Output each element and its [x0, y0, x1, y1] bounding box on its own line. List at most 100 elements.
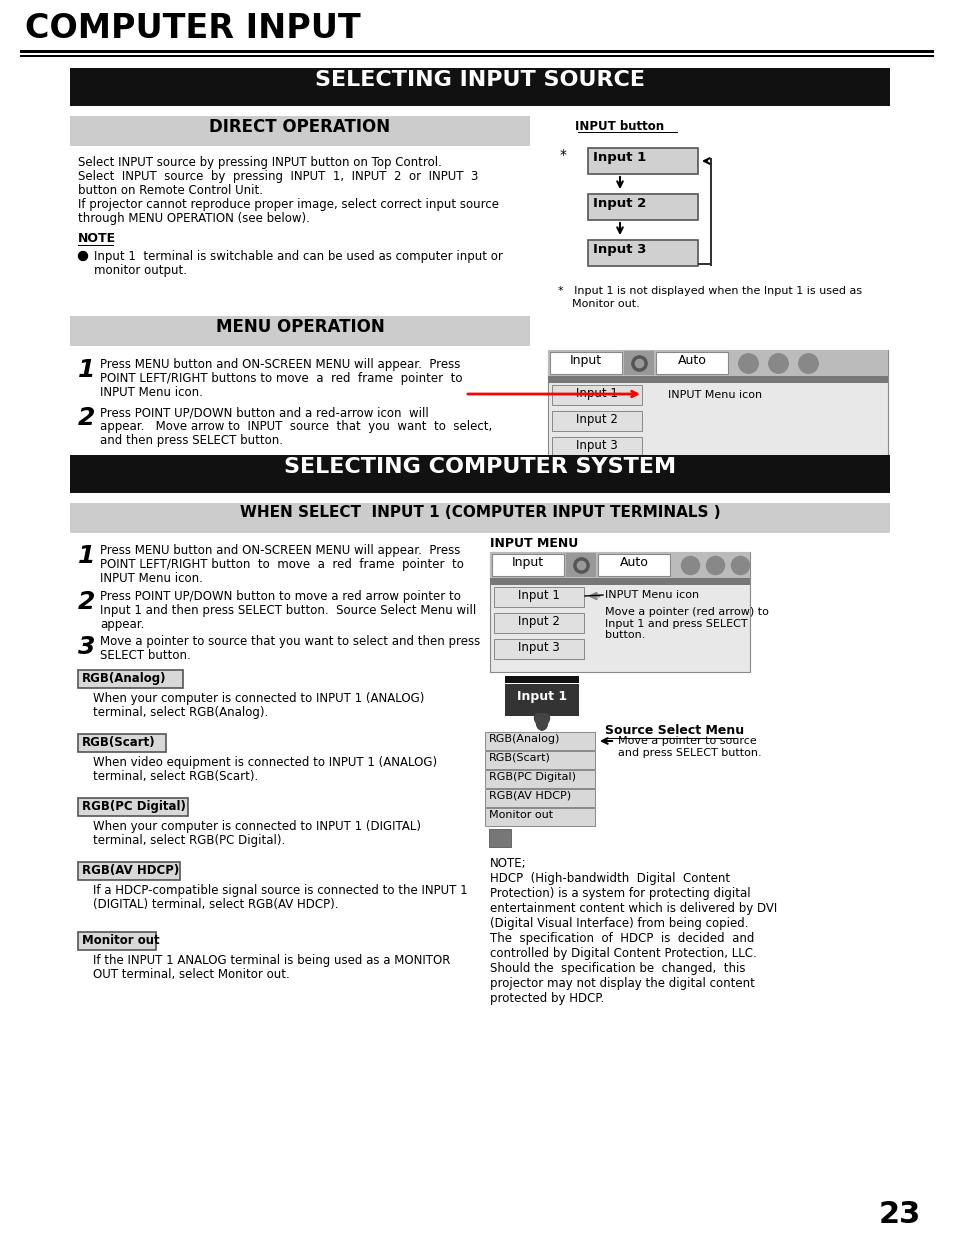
- Text: Monitor out.: Monitor out.: [558, 299, 639, 309]
- Text: HDCP  (High-bandwidth  Digital  Content
Protection) is a system for protecting d: HDCP (High-bandwidth Digital Content Pro…: [490, 872, 777, 1005]
- Text: Press POINT UP/DOWN button and a red-arrow icon  will: Press POINT UP/DOWN button and a red-arr…: [100, 406, 428, 419]
- Text: Input 1: Input 1: [576, 387, 618, 400]
- Text: RGB(Scart): RGB(Scart): [82, 736, 155, 748]
- Text: INPUT button: INPUT button: [575, 120, 664, 133]
- Bar: [709, 158, 711, 266]
- Text: *: *: [559, 148, 566, 162]
- Text: Input: Input: [512, 556, 543, 569]
- Bar: [623, 351, 654, 375]
- Bar: [78, 932, 156, 950]
- Text: Input: Input: [569, 354, 601, 367]
- Text: Move a pointer to source
and press SELECT button.: Move a pointer to source and press SELEC…: [618, 736, 760, 757]
- Text: 3: 3: [78, 635, 95, 659]
- Text: appear.   Move arrow to  INPUT  source  that  you  want  to  select,: appear. Move arrow to INPUT source that …: [100, 420, 492, 433]
- Text: Input 1  terminal is switchable and can be used as computer input or: Input 1 terminal is switchable and can b…: [94, 249, 502, 263]
- Text: COMPUTER INPUT: COMPUTER INPUT: [25, 12, 360, 44]
- Text: monitor output.: monitor output.: [94, 264, 187, 277]
- Text: 1: 1: [78, 358, 95, 382]
- Text: and then press SELECT button.: and then press SELECT button.: [100, 433, 283, 447]
- Bar: [490, 552, 749, 672]
- Text: INPUT Menu icon: INPUT Menu icon: [667, 390, 761, 400]
- Text: SELECTING INPUT SOURCE: SELECTING INPUT SOURCE: [314, 70, 644, 90]
- Text: NOTE;: NOTE;: [490, 857, 526, 869]
- Text: INPUT Menu icon: INPUT Menu icon: [604, 590, 699, 600]
- Bar: [484, 789, 595, 806]
- Text: button on Remote Control Unit.: button on Remote Control Unit.: [78, 184, 263, 198]
- Text: If the INPUT 1 ANALOG terminal is being used as a MONITOR: If the INPUT 1 ANALOG terminal is being …: [92, 953, 450, 967]
- Text: INPUT Menu icon.: INPUT Menu icon.: [100, 387, 203, 399]
- Bar: [490, 552, 749, 578]
- Bar: [78, 671, 183, 688]
- Bar: [552, 385, 641, 405]
- Text: Auto: Auto: [677, 354, 706, 367]
- Bar: [504, 676, 578, 683]
- Bar: [547, 375, 887, 383]
- Text: terminal, select RGB(PC Digital).: terminal, select RGB(PC Digital).: [92, 834, 285, 847]
- Text: SELECTING COMPUTER SYSTEM: SELECTING COMPUTER SYSTEM: [284, 457, 676, 477]
- Text: Input 2: Input 2: [593, 198, 646, 210]
- Text: Input 2: Input 2: [576, 412, 618, 426]
- Text: through MENU OPERATION (see below).: through MENU OPERATION (see below).: [78, 212, 310, 225]
- Text: terminal, select RGB(Scart).: terminal, select RGB(Scart).: [92, 769, 258, 783]
- Bar: [547, 350, 887, 375]
- Text: Auto: Auto: [618, 556, 648, 569]
- Text: RGB(PC Digital): RGB(PC Digital): [82, 800, 186, 813]
- Text: RGB(Scart): RGB(Scart): [489, 753, 550, 763]
- Text: *   Input 1 is not displayed when the Input 1 is used as: * Input 1 is not displayed when the Inpu…: [558, 287, 862, 296]
- Text: Input 1: Input 1: [593, 151, 646, 164]
- Text: Move a pointer to source that you want to select and then press: Move a pointer to source that you want t…: [100, 635, 479, 648]
- Bar: [656, 352, 727, 374]
- Text: 1: 1: [78, 543, 95, 568]
- Text: 2: 2: [78, 590, 95, 614]
- Text: If projector cannot reproduce proper image, select correct input source: If projector cannot reproduce proper ima…: [78, 198, 498, 211]
- Bar: [587, 148, 698, 174]
- Text: When video equipment is connected to INPUT 1 (ANALOG): When video equipment is connected to INP…: [92, 756, 436, 769]
- Text: When your computer is connected to INPUT 1 (DIGITAL): When your computer is connected to INPUT…: [92, 820, 420, 832]
- Bar: [587, 194, 698, 220]
- Text: Monitor out: Monitor out: [489, 810, 553, 820]
- Bar: [550, 352, 621, 374]
- Bar: [484, 751, 595, 769]
- Bar: [494, 613, 583, 634]
- Text: POINT LEFT/RIGHT buttons to move  a  red  frame  pointer  to: POINT LEFT/RIGHT buttons to move a red f…: [100, 372, 462, 385]
- Bar: [494, 587, 583, 606]
- Text: Press POINT UP/DOWN button to move a red arrow pointer to: Press POINT UP/DOWN button to move a red…: [100, 590, 460, 603]
- Bar: [492, 555, 563, 576]
- Bar: [78, 245, 113, 246]
- Bar: [504, 684, 578, 716]
- Text: Move a pointer (red arrow) to
Input 1 and press SELECT
button.: Move a pointer (red arrow) to Input 1 an…: [604, 606, 768, 640]
- Text: MENU OPERATION: MENU OPERATION: [215, 317, 384, 336]
- Text: Input 2: Input 2: [517, 615, 559, 629]
- Text: Input 1: Input 1: [517, 589, 559, 601]
- Text: Input 1: Input 1: [517, 690, 566, 703]
- Text: 23: 23: [878, 1200, 921, 1229]
- Text: If a HDCP-compatible signal source is connected to the INPUT 1: If a HDCP-compatible signal source is co…: [92, 884, 467, 897]
- Text: RGB(Analog): RGB(Analog): [82, 672, 167, 685]
- Text: Input 3: Input 3: [576, 438, 618, 452]
- Bar: [552, 437, 641, 457]
- Text: Source Select Menu: Source Select Menu: [604, 724, 743, 737]
- Circle shape: [78, 252, 88, 261]
- Bar: [547, 350, 887, 480]
- Bar: [78, 734, 166, 752]
- Text: INPUT Menu icon.: INPUT Menu icon.: [100, 572, 203, 585]
- Text: appear.: appear.: [100, 618, 144, 631]
- Text: Press MENU button and ON-SCREEN MENU will appear.  Press: Press MENU button and ON-SCREEN MENU wil…: [100, 543, 460, 557]
- Text: Press MENU button and ON-SCREEN MENU will appear.  Press: Press MENU button and ON-SCREEN MENU wil…: [100, 358, 460, 370]
- Text: Select INPUT source by pressing INPUT button on Top Control.: Select INPUT source by pressing INPUT bu…: [78, 156, 441, 169]
- Text: RGB(Analog): RGB(Analog): [489, 734, 559, 743]
- Bar: [587, 240, 698, 266]
- Bar: [494, 638, 583, 659]
- Bar: [565, 553, 596, 577]
- Bar: [484, 769, 595, 788]
- Bar: [70, 116, 530, 146]
- Bar: [489, 829, 511, 847]
- Bar: [20, 49, 933, 53]
- Text: DIRECT OPERATION: DIRECT OPERATION: [210, 119, 390, 136]
- Text: OUT terminal, select Monitor out.: OUT terminal, select Monitor out.: [92, 968, 290, 981]
- Bar: [20, 56, 933, 57]
- Bar: [70, 454, 889, 493]
- Bar: [552, 411, 641, 431]
- Bar: [484, 732, 595, 750]
- Text: Select  INPUT  source  by  pressing  INPUT  1,  INPUT  2  or  INPUT  3: Select INPUT source by pressing INPUT 1,…: [78, 170, 477, 183]
